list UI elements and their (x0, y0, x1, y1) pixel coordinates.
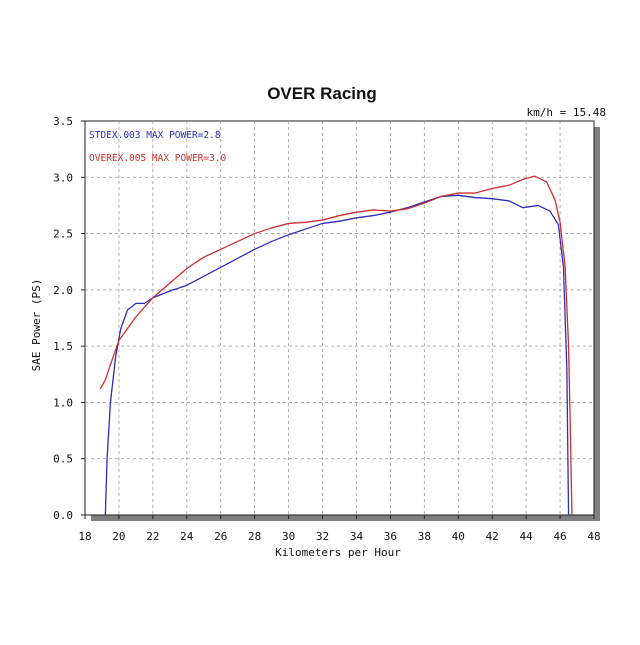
x-tick-label: 26 (214, 530, 227, 543)
x-tick-label: 46 (553, 530, 566, 543)
x-tick-label: 22 (146, 530, 159, 543)
y-tick-label: 0.5 (53, 453, 73, 466)
y-tick-label: 2.0 (53, 284, 73, 297)
x-tick-label: 20 (112, 530, 125, 543)
legend-entry-2: OVEREX.005 MAX POWER=3.0 (89, 153, 227, 164)
y-tick-label: 0.0 (53, 509, 73, 522)
y-tick-label: 1.5 (53, 340, 73, 353)
series-line-1 (104, 194, 570, 516)
x-axis-label: Kilometers per Hour (275, 546, 401, 559)
chart-title: OVER Racing (267, 84, 377, 103)
x-tick-label: 38 (418, 530, 431, 543)
series-line-2 (99, 175, 573, 516)
legend-entry-1: STDEX.003 MAX POWER=2.8 (89, 130, 221, 141)
y-tick-label: 1.0 (53, 396, 73, 409)
x-tick-label: 30 (282, 530, 295, 543)
x-tick-label: 18 (78, 530, 91, 543)
y-tick-label: 3.5 (53, 115, 73, 128)
y-tick-label: 2.5 (53, 228, 73, 241)
x-tick-label: 36 (384, 530, 397, 543)
y-axis-label: SAE Power (PS) (30, 279, 43, 372)
x-tick-label: 28 (248, 530, 261, 543)
x-tick-label: 44 (520, 530, 534, 543)
plot-area (84, 120, 595, 516)
x-tick-label: 48 (587, 530, 600, 543)
y-tick-label: 3.0 (53, 171, 73, 184)
x-tick-label: 40 (452, 530, 465, 543)
x-tick-label: 34 (350, 530, 364, 543)
x-tick-label: 42 (486, 530, 499, 543)
x-tick-label: 32 (316, 530, 329, 543)
x-tick-label: 24 (180, 530, 194, 543)
speed-annotation: km/h = 15.48 (527, 106, 606, 119)
